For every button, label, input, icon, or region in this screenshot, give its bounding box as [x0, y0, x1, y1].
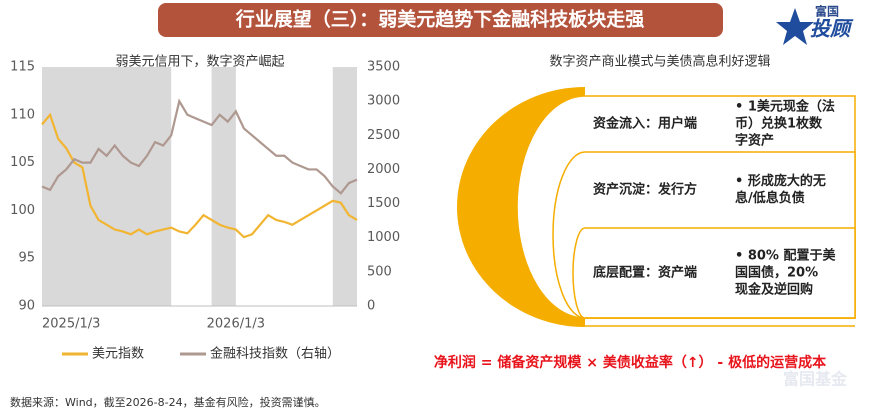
- row-detail: 现金及逆回购: [735, 282, 813, 298]
- y-tick-label: 115: [10, 60, 35, 75]
- shaded-span: [42, 67, 172, 306]
- row-detail: • 形成庞大的无: [735, 173, 826, 189]
- y-tick-label: 100: [10, 203, 35, 218]
- y-tick-label: 95: [18, 251, 35, 266]
- row-detail: 息/低息负债: [735, 190, 805, 206]
- logo-bottom: 投顾: [810, 17, 854, 41]
- y-tick-label: 105: [10, 155, 35, 170]
- row-label: 资金流入：用户端: [593, 116, 697, 132]
- y2-tick-label: 3500: [367, 60, 400, 75]
- y2-tick-label: 0: [367, 299, 375, 314]
- shaded-span: [211, 67, 236, 306]
- logo-star: [776, 8, 814, 45]
- row-detail: 字资产: [735, 133, 774, 149]
- legend-label: 金融科技指数（右轴）: [210, 346, 340, 362]
- watermark: 富国基金: [783, 370, 848, 389]
- y2-tick-label: 3000: [367, 94, 400, 109]
- y2-tick-label: 2500: [367, 128, 400, 143]
- x-tick-label: 2026/1/3: [207, 317, 265, 332]
- y-tick-label: 90: [18, 299, 35, 314]
- title-banner: [158, 3, 723, 37]
- y2-tick-label: 500: [367, 264, 392, 279]
- row-detail: • 1美元现金（法: [735, 99, 835, 115]
- row-label: 底层配置：资产端: [593, 265, 697, 281]
- row-label: 资产沉淀：发行方: [593, 182, 697, 198]
- x-tick-label: 2025/1/3: [42, 317, 100, 332]
- series-line: [41, 112, 358, 239]
- row-detail: 币）兑换1枚数: [735, 116, 823, 132]
- diagram-title: 数字资产商业模式与美债高息利好逻辑: [549, 54, 770, 70]
- y2-tick-label: 1500: [367, 196, 400, 211]
- y2-tick-label: 1000: [367, 230, 400, 245]
- logo-top: 富国: [815, 4, 839, 19]
- chart-title: 弱美元信用下，数字资产崛起: [115, 55, 284, 70]
- source-note: 数据来源：Wind，截至2026-8-24，基金有风险，投资需谨慎。: [10, 395, 326, 409]
- page-title: 行业展望（三）：弱美元趋势下金融科技板块走强: [235, 8, 645, 31]
- series-line: [41, 98, 358, 195]
- y2-tick-label: 2000: [367, 162, 400, 177]
- y-tick-label: 110: [10, 107, 35, 122]
- formula: 净利润 = 储备资产规模 × 美债收益率（↑） - 极低的运营成本: [434, 354, 827, 371]
- diagram-shape: [457, 87, 856, 327]
- row-detail: • 80% 配置于美: [735, 248, 836, 264]
- row-detail: 国国债，20%: [735, 265, 818, 281]
- legend-label: 美元指数: [92, 347, 144, 362]
- chart: 90 95 100 105 110 115 0 500 1000 1500 2000 2500 3000…: [10, 60, 400, 362]
